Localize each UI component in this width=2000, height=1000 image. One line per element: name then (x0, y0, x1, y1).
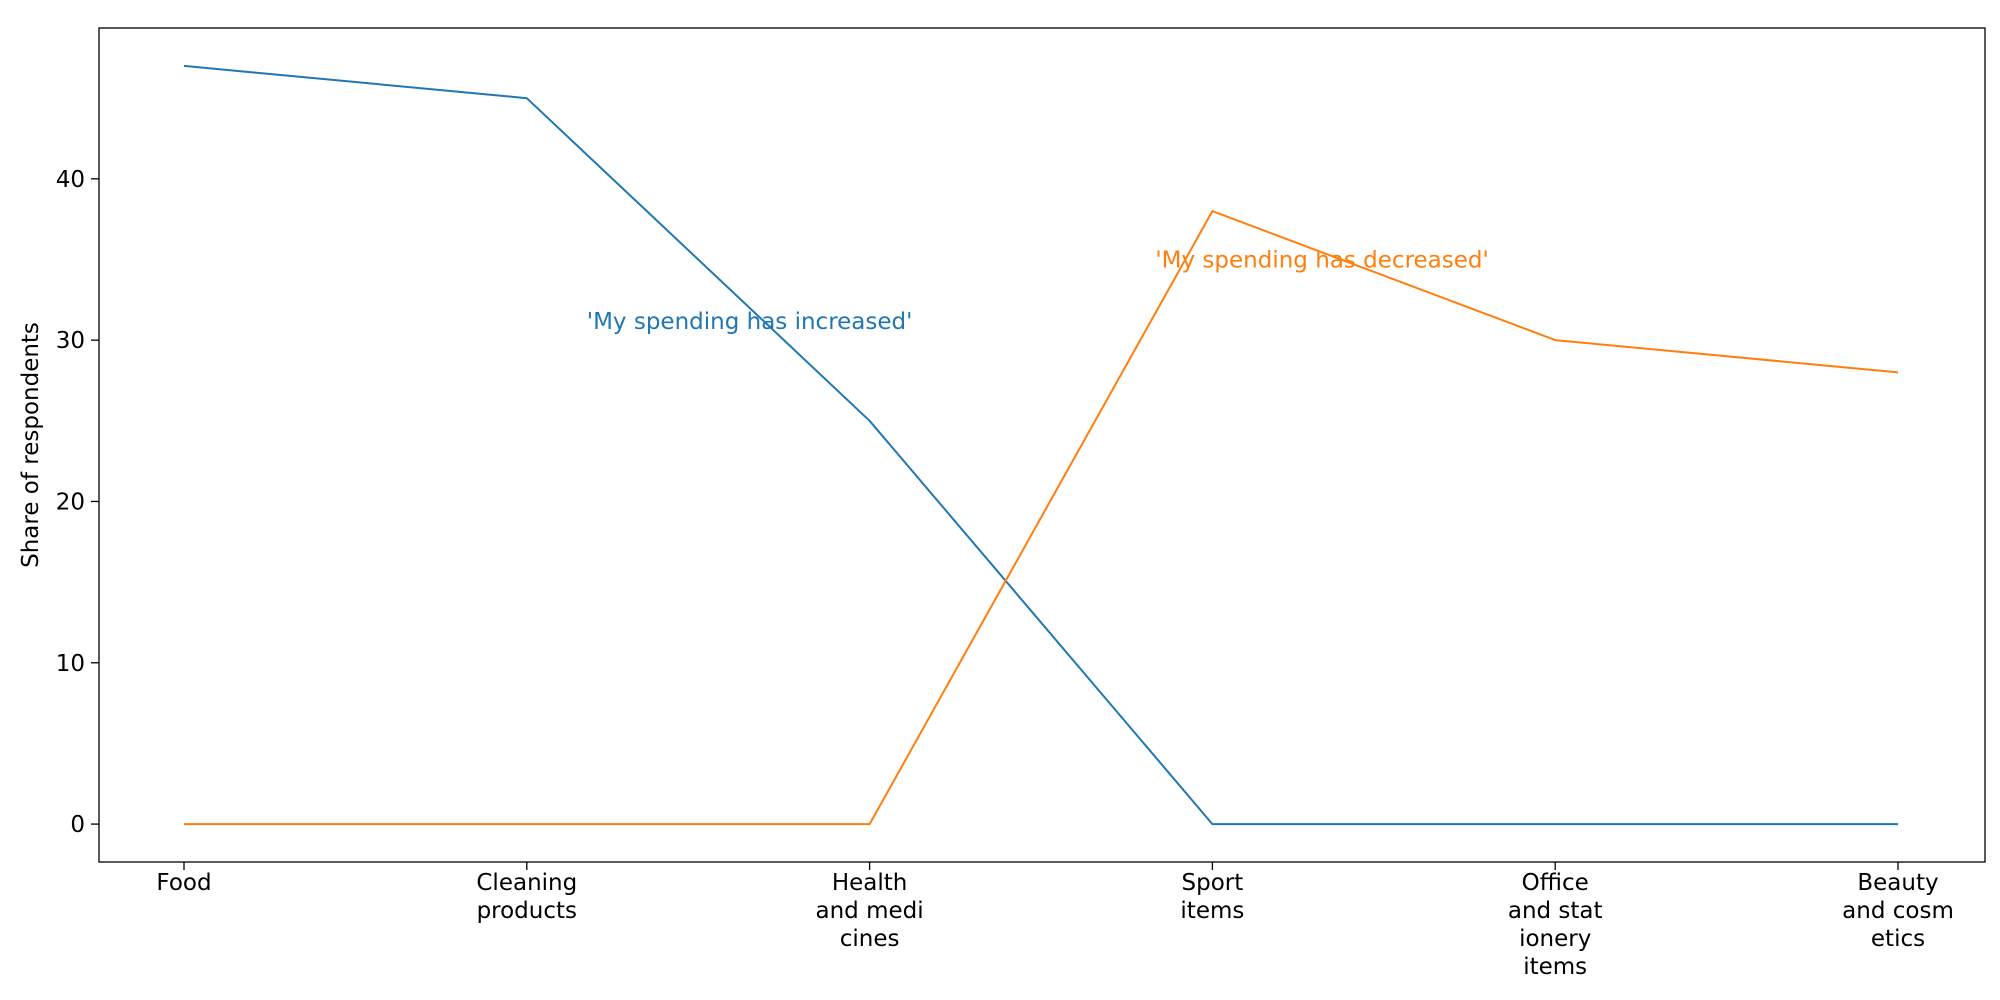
y-tick-label: 20 (56, 489, 85, 515)
x-tick-label: Sport items (1180, 870, 1244, 924)
y-tick-label: 0 (70, 812, 85, 838)
series-line-1 (183, 64, 1898, 826)
annotation-label-2: 'My spending has decreased' (1155, 247, 1489, 273)
plot-area-frame (98, 27, 1986, 863)
y-tick-label: 30 (56, 328, 85, 354)
x-axis-ticks: Food Cleaning products Health and medi cines S… (156, 862, 1954, 980)
x-tick-label: Office and stat ionery items (1508, 870, 1603, 980)
y-tick-label: 10 (56, 651, 85, 677)
annotations: 'My spending has increased' 'My spending … (587, 247, 1489, 334)
y-axis-label: Share of respondents (18, 322, 44, 568)
x-tick-label: Food (156, 870, 211, 896)
x-tick-label: Health and medi cines (816, 870, 924, 952)
x-tick-label: Cleaning products (476, 870, 577, 924)
series-lines (183, 64, 1899, 826)
x-tick-label: Beauty and cosm etics (1842, 870, 1954, 952)
annotation-label-1: 'My spending has increased' (587, 309, 913, 335)
series-line-2 (184, 210, 1899, 826)
y-tick-label: 40 (56, 167, 85, 193)
y-axis-ticks: 0 10 20 30 40 (56, 167, 99, 838)
